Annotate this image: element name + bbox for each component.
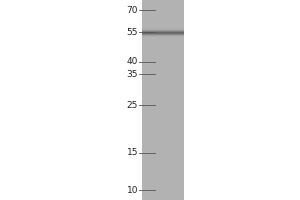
Text: 70: 70 — [127, 6, 138, 15]
Text: 35: 35 — [127, 70, 138, 79]
Text: 25: 25 — [127, 101, 138, 110]
Text: 15: 15 — [127, 148, 138, 157]
Text: 10: 10 — [127, 186, 138, 195]
Text: 40: 40 — [127, 57, 138, 66]
Text: 55: 55 — [127, 28, 138, 37]
